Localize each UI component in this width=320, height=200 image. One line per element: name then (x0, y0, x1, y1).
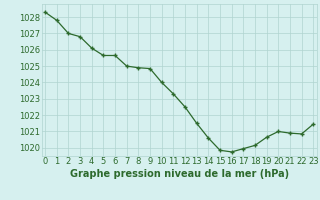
X-axis label: Graphe pression niveau de la mer (hPa): Graphe pression niveau de la mer (hPa) (70, 169, 289, 179)
